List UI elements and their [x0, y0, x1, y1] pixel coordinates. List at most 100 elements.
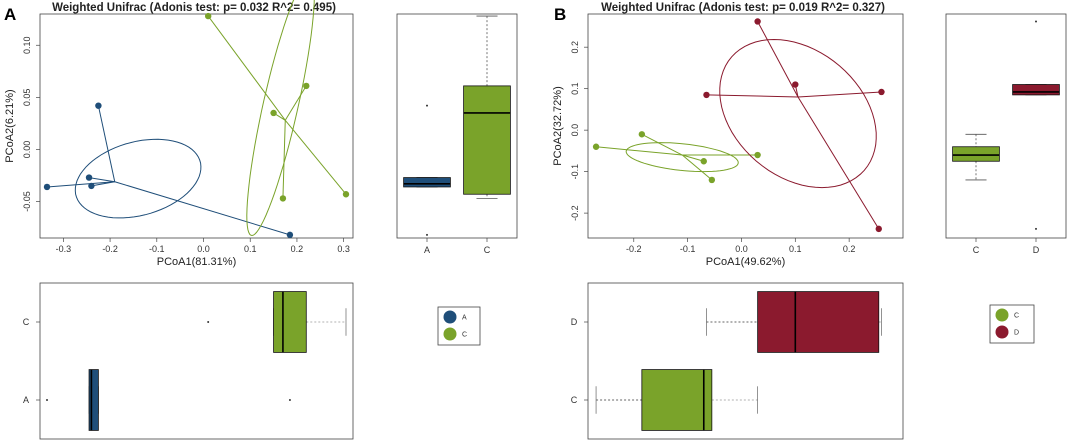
- x-tick-label: -0.2: [102, 244, 118, 254]
- outlier-point: [1035, 20, 1037, 23]
- legend-swatch: [443, 310, 457, 324]
- outlier-point: [426, 104, 428, 107]
- y-tick-label: 0.0: [570, 124, 580, 137]
- x-tick-label: -0.2: [626, 244, 642, 254]
- y-tick-label: 0.00: [22, 141, 32, 159]
- boxplot-frame: [945, 13, 1067, 239]
- boxplot-pcoa1: CD: [571, 282, 904, 440]
- group-tick-label: C: [484, 245, 491, 255]
- group-tick-label: C: [571, 395, 578, 405]
- data-point: [875, 225, 882, 233]
- x-tick-label: 0.0: [735, 244, 748, 254]
- data-point: [270, 109, 277, 117]
- box-C: [595, 369, 759, 431]
- x-tick-label: 0.2: [843, 244, 856, 254]
- iqr-box: [641, 369, 713, 431]
- spider-line: [88, 177, 115, 183]
- confidence-ellipse: [246, 0, 315, 236]
- iqr-box: [403, 177, 451, 188]
- spider-line: [46, 181, 115, 188]
- spider-line: [706, 94, 799, 98]
- boxplot-frame: [39, 282, 354, 440]
- spider-line: [114, 181, 291, 236]
- box-A: [403, 104, 451, 236]
- spider-line: [282, 120, 286, 199]
- box-C: [207, 291, 347, 353]
- data-point: [43, 183, 51, 191]
- series-C: [204, 0, 350, 236]
- spider-line: [641, 133, 683, 156]
- spider-line: [797, 96, 880, 230]
- spider-line: [284, 119, 347, 195]
- chart-title: Weighted Unifrac (Adonis test: p= 0.019 …: [601, 2, 885, 14]
- data-point: [878, 88, 885, 96]
- y-tick-label: 0.10: [22, 36, 32, 54]
- group-tick-label: A: [424, 245, 430, 255]
- scatter-plot: -0.3 -0.2 -0.1 0.0 0.1 0.2 0.3 -0.05 0.00 0.05 0.1…: [4, 0, 354, 268]
- legend-box: [437, 306, 481, 346]
- iqr-box: [757, 291, 880, 353]
- y-tick-label: 0.1: [570, 82, 580, 95]
- iqr-box: [1012, 84, 1060, 96]
- spider-line: [757, 21, 799, 98]
- x-tick-label: 0.1: [244, 244, 257, 254]
- spider-line: [681, 154, 713, 181]
- spider-line: [682, 154, 704, 162]
- iqr-box: [273, 291, 307, 353]
- data-point: [279, 195, 287, 202]
- box-C: [463, 15, 511, 199]
- spider-line: [97, 105, 116, 182]
- series-D: [703, 18, 885, 233]
- x-tick-label: -0.3: [56, 244, 72, 254]
- y-tick-label: 0.2: [570, 41, 580, 54]
- outlier-point: [1035, 227, 1037, 230]
- spider-line: [596, 146, 683, 156]
- y-tick-label: -0.05: [22, 191, 32, 212]
- box-C: [952, 133, 1000, 181]
- y-tick-label: -0.2: [570, 205, 580, 221]
- data-point: [303, 82, 310, 90]
- confidence-ellipse: [719, 38, 877, 189]
- panel-A: A Weighted Unifrac (Adonis test: p= 0.032…: [4, 0, 518, 440]
- group-tick-label: A: [23, 395, 29, 405]
- iqr-box: [952, 146, 1000, 162]
- data-point: [95, 102, 102, 109]
- boxplot-pcoa1: AC: [23, 282, 354, 440]
- boxplot-frame: [587, 282, 904, 440]
- group-tick-label: C: [973, 245, 980, 255]
- spider-line: [207, 15, 286, 121]
- data-point: [703, 91, 710, 99]
- panel-letter: B: [554, 5, 566, 24]
- data-point: [754, 151, 761, 159]
- x-tick-label: 0.1: [789, 244, 802, 254]
- x-axis-label: PCoA1(81.31%): [157, 256, 237, 268]
- x-tick-label: 0.3: [337, 244, 350, 254]
- outlier-point: [288, 399, 291, 401]
- data-point: [700, 158, 707, 165]
- data-point: [88, 182, 95, 190]
- chart-title: Weighted Unifrac (Adonis test: p= 0.032 …: [52, 2, 336, 14]
- legend-swatch: [995, 325, 1009, 339]
- data-point: [204, 12, 212, 20]
- confidence-ellipse: [74, 138, 202, 219]
- x-tick-label: -0.1: [149, 244, 165, 254]
- box-D: [1012, 20, 1060, 230]
- y-axis-label: PCoA2(6.21%): [4, 89, 16, 162]
- group-tick-label: D: [571, 317, 578, 327]
- data-point: [792, 81, 799, 88]
- x-tick-label: -0.1: [680, 244, 696, 254]
- series-A: [43, 102, 294, 239]
- x-tick-label: 0.2: [291, 244, 304, 254]
- iqr-box: [88, 369, 99, 431]
- data-point: [708, 176, 716, 184]
- box-A: [46, 369, 291, 431]
- x-tick-label: 0.0: [197, 244, 210, 254]
- legend-swatch: [995, 308, 1009, 322]
- data-point: [286, 231, 294, 239]
- y-tick-label: 0.05: [22, 89, 32, 107]
- legend-label: A: [462, 315, 467, 322]
- legend-label: D: [1014, 330, 1019, 337]
- outlier-point: [207, 321, 210, 323]
